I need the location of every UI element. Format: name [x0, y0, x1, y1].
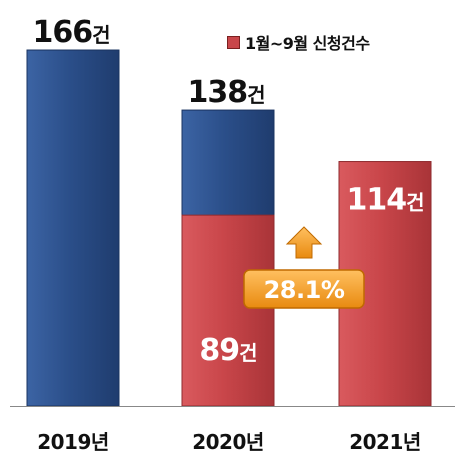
value-label-period-1: 89건	[199, 333, 256, 368]
growth-rate-label: 28.1%	[264, 276, 345, 304]
legend-label: 1월~9월 신청건수	[245, 34, 370, 53]
growth-arrow-icon	[285, 226, 323, 259]
x-tick-label-0: 2019년	[37, 430, 109, 454]
value-label-total-0: 166건	[32, 15, 109, 50]
bar-total-0	[26, 49, 120, 407]
value-label-total-1: 138건	[187, 75, 264, 110]
legend-swatch	[227, 35, 240, 49]
x-tick-label-2: 2021년	[349, 430, 421, 454]
x-tick-label-1: 2020년	[192, 430, 264, 454]
legend: 1월~9월 신청건수	[227, 30, 370, 54]
value-label-period-2: 114건	[346, 183, 423, 218]
growth-rate-box	[243, 269, 365, 309]
bar-period-1	[181, 214, 275, 407]
